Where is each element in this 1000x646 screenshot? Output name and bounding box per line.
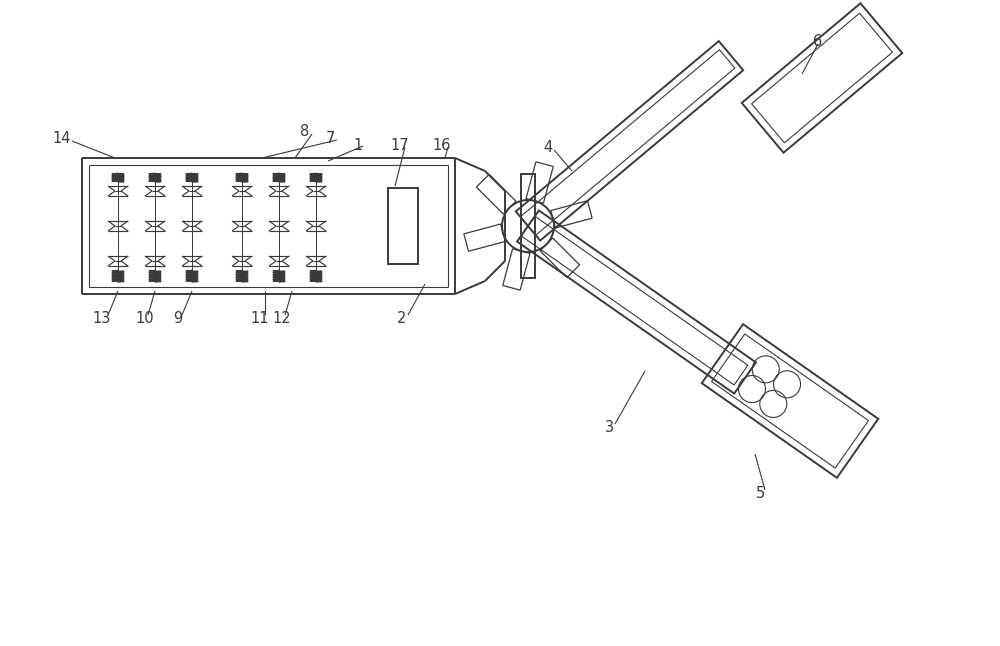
Text: 2: 2 — [397, 311, 407, 326]
Text: 16: 16 — [433, 138, 451, 152]
Text: 9: 9 — [173, 311, 183, 326]
Text: 1: 1 — [353, 138, 363, 152]
Text: 6: 6 — [813, 34, 823, 48]
Text: 14: 14 — [53, 130, 71, 145]
Text: 10: 10 — [136, 311, 154, 326]
Text: 17: 17 — [391, 138, 409, 152]
Text: 13: 13 — [93, 311, 111, 326]
Text: 8: 8 — [300, 123, 310, 138]
Text: 3: 3 — [605, 421, 615, 435]
Text: 5: 5 — [755, 486, 765, 501]
Text: 12: 12 — [273, 311, 291, 326]
Text: 7: 7 — [325, 130, 335, 145]
Text: 11: 11 — [251, 311, 269, 326]
Text: 4: 4 — [543, 140, 553, 156]
